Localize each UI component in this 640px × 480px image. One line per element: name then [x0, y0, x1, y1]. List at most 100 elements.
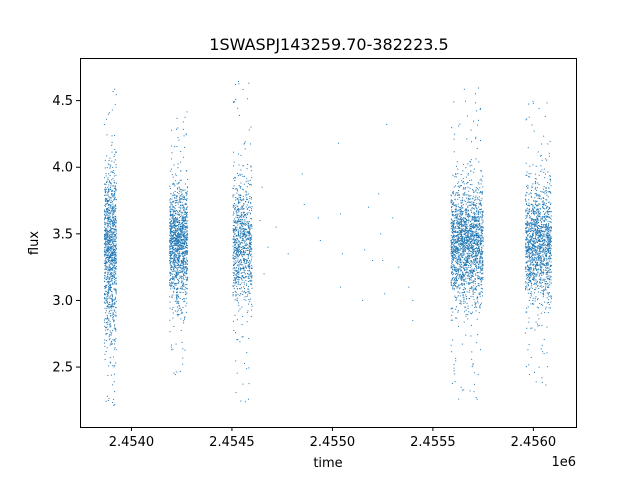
data-point — [464, 278, 466, 280]
data-point — [241, 268, 243, 270]
data-point — [176, 195, 178, 197]
data-point — [107, 328, 109, 330]
data-point — [468, 311, 470, 313]
data-point — [460, 275, 462, 277]
data-point — [470, 269, 472, 271]
data-point — [470, 210, 472, 212]
data-point — [111, 300, 113, 302]
data-point — [105, 204, 107, 206]
data-point — [186, 253, 188, 255]
data-point — [464, 229, 466, 231]
data-point — [473, 204, 475, 206]
data-point — [171, 251, 173, 253]
data-point — [175, 250, 177, 252]
data-point — [451, 127, 453, 129]
data-point — [480, 226, 482, 228]
data-point — [478, 249, 480, 251]
data-point — [113, 240, 115, 242]
data-point — [454, 283, 456, 285]
data-point — [466, 261, 468, 263]
data-point — [182, 284, 184, 286]
data-point — [474, 102, 476, 104]
data-point — [174, 266, 176, 268]
data-point — [177, 273, 179, 275]
data-point — [479, 236, 481, 238]
data-point — [466, 234, 468, 236]
data-point — [114, 238, 116, 240]
data-point — [177, 264, 179, 266]
data-point — [180, 309, 182, 311]
data-point — [111, 212, 113, 214]
data-point — [247, 221, 249, 223]
data-point — [457, 263, 459, 265]
data-point — [173, 221, 175, 223]
data-point — [251, 268, 253, 269]
data-point — [238, 254, 240, 256]
data-point — [111, 256, 113, 258]
data-point — [179, 257, 181, 259]
data-point — [235, 235, 237, 237]
data-point — [175, 244, 177, 246]
data-point — [169, 260, 171, 262]
data-point — [468, 283, 470, 285]
data-point — [171, 198, 173, 200]
data-point — [462, 241, 464, 243]
data-point — [174, 227, 176, 229]
data-point — [451, 209, 453, 211]
data-point — [246, 321, 248, 323]
data-point — [459, 261, 461, 263]
data-point — [468, 253, 470, 255]
data-point — [171, 257, 173, 259]
data-point — [182, 240, 184, 242]
data-point — [249, 255, 251, 257]
data-point — [457, 311, 459, 313]
data-point — [232, 291, 234, 293]
data-point — [250, 238, 252, 240]
data-point — [180, 329, 182, 331]
data-point — [468, 255, 470, 257]
data-point — [240, 233, 242, 235]
data-point — [247, 98, 249, 100]
data-point — [469, 161, 471, 163]
data-point — [481, 295, 483, 297]
data-point — [183, 320, 185, 322]
data-point — [173, 209, 175, 211]
data-point — [465, 176, 467, 178]
data-point — [173, 210, 175, 212]
data-point — [247, 202, 249, 204]
data-point — [107, 220, 109, 222]
data-point — [173, 255, 175, 257]
data-point — [247, 253, 249, 255]
data-point — [177, 273, 179, 275]
data-point — [250, 202, 252, 204]
data-point — [457, 221, 459, 223]
data-point — [105, 183, 107, 185]
data-point — [238, 209, 240, 211]
data-point — [113, 259, 115, 261]
data-point — [107, 192, 109, 194]
data-point — [105, 244, 107, 246]
data-point — [109, 219, 111, 221]
data-point — [176, 209, 178, 211]
data-point — [178, 139, 180, 141]
data-point — [236, 248, 238, 250]
data-point — [170, 344, 172, 346]
data-point — [470, 236, 472, 238]
data-point — [481, 277, 483, 279]
data-point — [463, 236, 465, 238]
data-point — [246, 296, 248, 298]
data-point — [115, 315, 117, 317]
data-point — [243, 233, 245, 235]
data-point — [471, 227, 473, 229]
data-point — [460, 202, 462, 204]
data-point — [460, 228, 462, 230]
data-point — [107, 202, 109, 204]
data-point — [104, 191, 106, 193]
data-point — [183, 216, 185, 218]
data-point — [169, 280, 171, 282]
data-point — [470, 195, 472, 197]
data-point — [169, 246, 171, 248]
data-point — [250, 143, 252, 145]
data-point — [451, 351, 453, 353]
data-point — [462, 197, 464, 199]
